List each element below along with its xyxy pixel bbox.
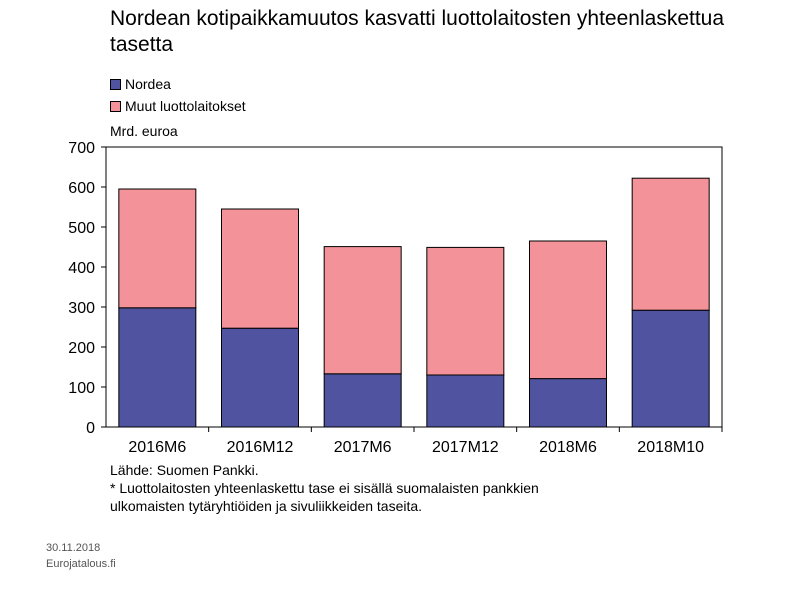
page-meta: 30.11.2018 Eurojatalous.fi	[46, 540, 116, 572]
x-tick-label: 2017M12	[432, 439, 499, 456]
bar-nordea	[323, 373, 402, 428]
x-tick-label: 2017M6	[334, 439, 392, 456]
footnotes: Lähde: Suomen Pankki. * Luottolaitosten …	[110, 461, 539, 515]
source-note: Lähde: Suomen Pankki.	[110, 462, 259, 478]
y-tick-label: 0	[86, 420, 95, 437]
site-name: Eurojatalous.fi	[46, 558, 116, 570]
bar-muut	[631, 177, 710, 311]
bar-muut	[529, 240, 607, 380]
bar-muut	[221, 208, 299, 329]
x-tick-label: 2016M12	[227, 439, 294, 456]
footnote-line-1: * Luottolaitosten yhteenlaskettu tase ei…	[110, 480, 539, 496]
footnote-line-2: ulkomaisten tytäryhtiöiden ja sivuliikke…	[110, 498, 423, 514]
bar-nordea	[529, 378, 607, 428]
y-tick-label: 700	[68, 140, 95, 157]
y-tick-label: 500	[68, 220, 95, 237]
bar-muut	[323, 246, 402, 375]
y-tick-label: 400	[68, 260, 95, 277]
legend-label-nordea: Nordea	[125, 76, 171, 92]
y-tick-label: 100	[68, 380, 95, 397]
legend-swatch-nordea	[110, 78, 121, 90]
publish-date: 30.11.2018	[46, 542, 101, 554]
x-tick-label: 2018M10	[637, 439, 704, 456]
y-tick-label: 300	[68, 300, 95, 317]
bar-nordea	[118, 307, 197, 428]
chart-title: Nordean kotipaikkamuutos kasvatti luotto…	[110, 7, 725, 56]
bar-nordea	[426, 374, 505, 428]
x-tick-label: 2016M6	[128, 439, 186, 456]
legend-label-muut: Muut luottolaitokset	[125, 98, 246, 114]
y-axis-label: Mrd. euroa	[110, 123, 178, 139]
legend-item-nordea: Nordea	[110, 73, 246, 95]
x-tick-label: 2018M6	[539, 439, 597, 456]
bar-muut	[426, 246, 505, 376]
legend-item-muut: Muut luottolaitokset	[110, 95, 246, 117]
legend: Nordea Muut luottolaitokset	[110, 73, 246, 117]
plot-frame	[105, 146, 723, 428]
bar-nordea	[631, 309, 710, 428]
y-tick-label: 200	[68, 340, 95, 357]
legend-swatch-muut	[110, 100, 121, 112]
bar-nordea	[221, 327, 299, 428]
y-tick-label: 600	[68, 180, 95, 197]
bar-muut	[118, 188, 197, 309]
